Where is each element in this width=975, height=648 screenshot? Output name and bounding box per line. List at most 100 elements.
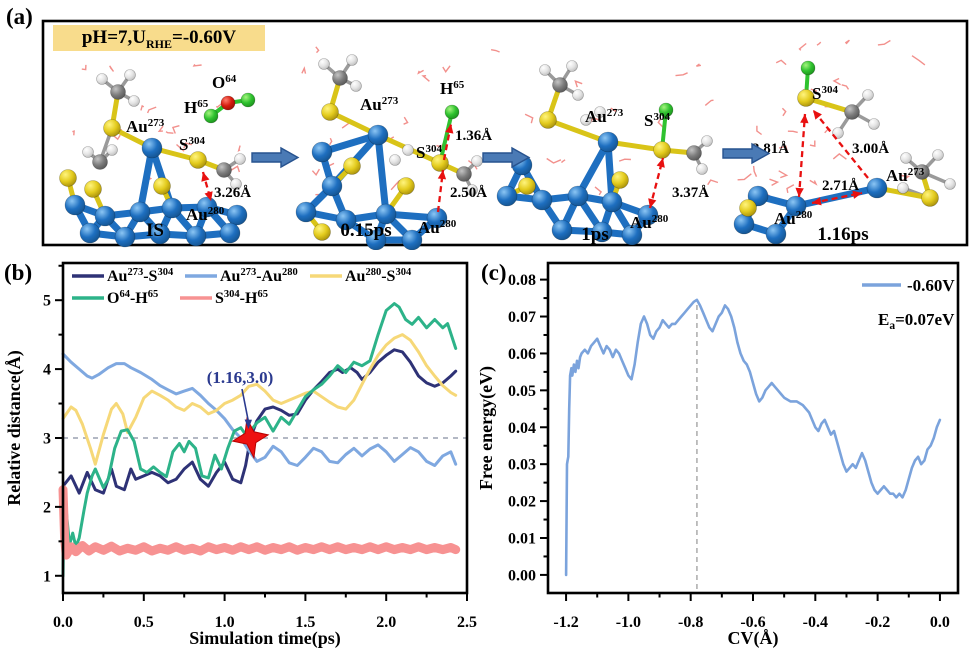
x-tick-label: 0.0 [53, 614, 73, 631]
atom-labels: Au273​ S304​ Au280​ [585, 107, 670, 232]
y-tick-label: 5 [43, 293, 51, 310]
svg-text:H65​: H65​ [440, 79, 465, 98]
atom-c [844, 104, 860, 120]
md-snapshot-1: 1.36Å 2.50Å Au273​ H65​ S304​ Au280​ 0.15ps [295, 46, 492, 250]
y-tick-label: 0.07 [508, 309, 536, 326]
water-lines [72, 63, 241, 181]
panel-a-label: (a) [6, 4, 33, 29]
frame-caption: IS [146, 220, 164, 241]
x-tick-label: 2.5 [457, 614, 477, 631]
series-S304-H65 [58, 485, 461, 560]
svg-text:Au273​: Au273​ [126, 117, 165, 136]
atom-labels: O64​H65​ Au273​ S304​ Au280​ [126, 73, 237, 224]
atom-h [594, 106, 606, 118]
condition-text: pH=7,U [81, 27, 146, 48]
atom-s [103, 119, 121, 137]
atom-c [332, 70, 348, 86]
atom-au [64, 194, 86, 216]
legend-label: -0.60V [907, 276, 955, 295]
atom-h [106, 144, 118, 156]
y-tick-label: 0.06 [508, 346, 536, 363]
frame-caption: 1.16ps [817, 224, 868, 245]
atom-au [733, 213, 755, 235]
svg-text:(1.16,3.0): (1.16,3.0) [207, 368, 274, 387]
x-tick-label: -1.2 [553, 614, 578, 631]
atom-h [900, 152, 912, 164]
x-tick-label: 1.0 [215, 614, 235, 631]
y-tick-label: 4 [43, 362, 51, 379]
atom-g [658, 102, 674, 118]
atom-s [397, 177, 415, 195]
series--0.60V [564, 298, 942, 577]
chart-b: (1.16,3.0) 0.0 0.5 1.0 1.5 2.0 2.5 1 2 3 4 5 Simulat… [4, 261, 477, 648]
y-axis-title: Relative distance(Å) [4, 350, 25, 505]
x-tick-label: 1.5 [295, 614, 315, 631]
x-tick-label: -0.2 [865, 614, 890, 631]
atom-s [539, 111, 557, 129]
x-axis-title: CV(Å) [728, 628, 779, 648]
condition-box: pH=7,URHE=-0.60V [53, 25, 265, 51]
atom-s [189, 151, 207, 169]
atom-h [897, 182, 909, 194]
atom-c [686, 145, 702, 161]
frame-caption: 1ps [581, 224, 608, 245]
atom-au [141, 137, 163, 159]
y-tick-label: 0.08 [508, 272, 536, 289]
atom-au [94, 205, 116, 227]
atom-h [580, 114, 592, 126]
atom-s [313, 223, 331, 241]
svg-text:O64​: O64​ [212, 73, 237, 92]
atom-c [216, 162, 232, 178]
series-O64-H65 [61, 302, 458, 578]
atom-h [128, 95, 140, 107]
atom-au [765, 223, 787, 245]
atom-c [552, 77, 568, 93]
svg-text:O64​-H65​: O64​-H65​ [107, 289, 158, 307]
atom-h [346, 54, 358, 66]
svg-text:Au280​: Au280​ [630, 213, 669, 232]
atom-s [797, 89, 815, 107]
water-lines [490, 49, 719, 202]
distance-label: 3.26Å [214, 185, 251, 201]
atom-g [444, 104, 460, 120]
atom-au [567, 185, 589, 207]
x-axis-title: Simulation time(ps) [189, 628, 341, 648]
atom-g [800, 60, 816, 76]
star-marker [231, 416, 270, 460]
atom-h [82, 146, 94, 158]
condition-text: =-0.60V [172, 27, 237, 48]
atom-au [79, 222, 101, 244]
atom-au [321, 175, 343, 197]
atom-s [153, 177, 171, 195]
atom-h [701, 135, 713, 147]
atom-h [868, 118, 880, 130]
svg-text:Au280​-S304​: Au280​-S304​ [345, 267, 412, 285]
atom-s [611, 171, 629, 189]
distance-annotations: 1.36Å 2.50Å [436, 123, 492, 213]
y-tick-label: 0.05 [508, 383, 536, 400]
atom-c [914, 164, 930, 180]
series-Au273-S304 [61, 348, 458, 495]
atom-s [321, 103, 339, 121]
atom-h [230, 178, 242, 190]
distance-annotations: 3.26Å [201, 171, 251, 202]
svg-text:Au273​: Au273​ [886, 166, 925, 185]
atom-au [226, 204, 248, 226]
atom-h [862, 89, 874, 101]
atom-labels: S304​ Au273​ Au280​ [774, 84, 925, 228]
atom-au [185, 225, 207, 247]
frame-caption: 0.15ps [340, 220, 391, 241]
atom-s [653, 141, 671, 159]
svg-text:Au273​: Au273​ [585, 107, 624, 126]
distance-annotations: 3.37Å [648, 157, 709, 209]
atom-h [466, 184, 478, 196]
atom-au [785, 195, 807, 217]
x-tick-label: 0.5 [134, 614, 154, 631]
atom-c [110, 84, 126, 100]
step-arrow-icon [722, 142, 771, 165]
md-snapshot-0: 3.26Å O64​H65​ Au273​ S304​ Au280​ IS [59, 63, 256, 248]
atom-s [343, 157, 361, 175]
atom-au [367, 124, 389, 146]
atom-au [496, 185, 518, 207]
distance-label: 2.50Å [450, 185, 487, 201]
